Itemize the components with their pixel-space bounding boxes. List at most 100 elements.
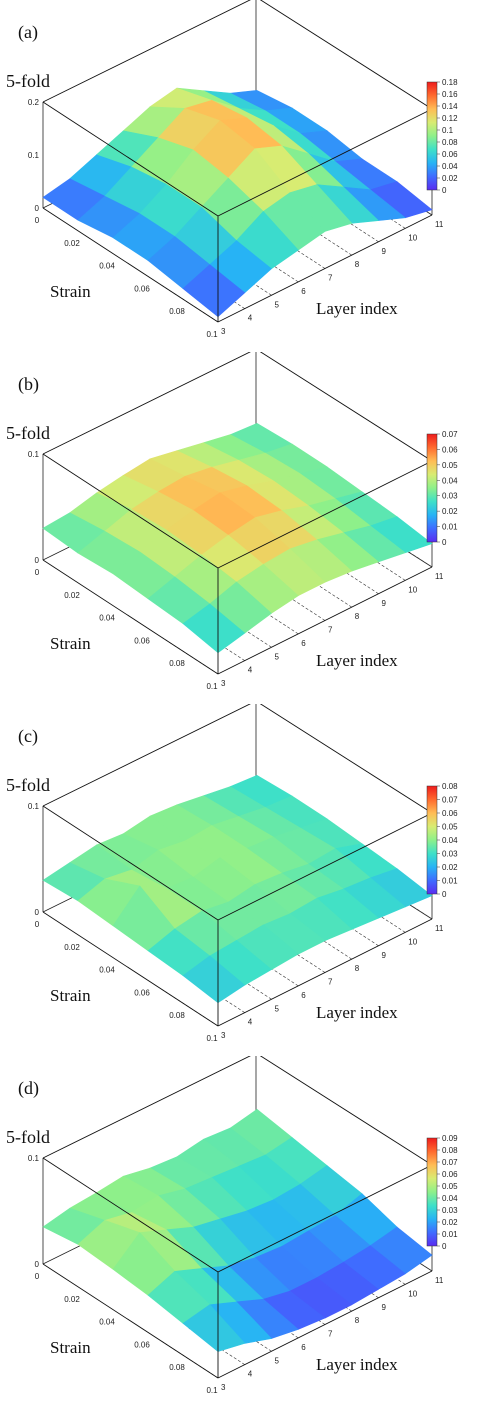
y-tick-label: 6 xyxy=(301,287,306,296)
x-tick-label: 0.08 xyxy=(169,307,185,316)
y-tick-label: 3 xyxy=(221,1383,226,1392)
x-tick-label: 0.04 xyxy=(99,966,115,975)
surface xyxy=(42,1108,433,1352)
colorbar-tick-label: 0 xyxy=(442,538,447,547)
z-tick-label: 0 xyxy=(35,204,40,213)
colorbar xyxy=(426,81,438,191)
x-tick-label: 0.06 xyxy=(134,988,150,997)
y-tick-label: 7 xyxy=(328,274,333,283)
x-tick-label: 0.04 xyxy=(99,262,115,271)
x-tick-label: 0 xyxy=(35,568,40,577)
y-tick-label: 10 xyxy=(408,937,417,946)
colorbar-tick-label: 0.01 xyxy=(442,523,458,532)
box-front-edges xyxy=(42,352,433,675)
colorbar-tick-label: 0.08 xyxy=(442,1146,458,1155)
box-edge xyxy=(42,911,219,1027)
colorbar-tick-label: 0.1 xyxy=(442,126,454,135)
x-tick-label: 0.08 xyxy=(169,659,185,668)
y-tick-label: 5 xyxy=(275,1004,280,1013)
colorbar-tick-label: 0.05 xyxy=(442,823,458,832)
surface-patch xyxy=(182,264,246,318)
box-edge xyxy=(259,1056,433,1166)
y-tick-label: 7 xyxy=(328,978,333,987)
box-edge xyxy=(42,207,219,323)
x-tick-label: 0.02 xyxy=(64,239,80,248)
colorbar-tick-label: 0.05 xyxy=(442,1182,458,1191)
y-tick-label: 3 xyxy=(221,327,226,336)
y-tick-label: 5 xyxy=(275,300,280,309)
surface xyxy=(42,774,433,1004)
box-edge xyxy=(217,918,433,1027)
box-edge xyxy=(42,559,219,675)
x-tick-label: 0.06 xyxy=(134,284,150,293)
surface xyxy=(42,422,433,654)
panel-label: (a) xyxy=(18,22,38,43)
box-edge xyxy=(217,108,433,217)
box-edge xyxy=(217,460,433,569)
y-axis-label: Layer index xyxy=(316,299,398,318)
y-tick-label: 8 xyxy=(355,612,360,621)
x-tick-label: 0.04 xyxy=(99,614,115,623)
colorbar-tick-label: 0.06 xyxy=(442,445,458,454)
colorbar xyxy=(426,785,438,895)
surface xyxy=(42,87,433,318)
x-tick-label: 0.1 xyxy=(206,682,218,691)
y-tick-label: 9 xyxy=(382,1303,387,1312)
colorbar-tick-label: 0.03 xyxy=(442,492,458,501)
box-edge xyxy=(42,1056,251,1159)
x-axis-label: Strain xyxy=(50,1338,91,1357)
x-tick-label: 0 xyxy=(35,920,40,929)
box-front-edges xyxy=(42,0,433,323)
colorbar-tick-label: 0.06 xyxy=(442,150,458,159)
colorbar-tick-label: 0.01 xyxy=(442,1230,458,1239)
box-edge xyxy=(217,214,433,323)
y-tick-label: 4 xyxy=(248,314,253,323)
chart-panel: (a) 5-fold 0 0.1 0.2 0 0.02 0.04 0.06 0.08 0.1 3 4 5 6… xyxy=(0,0,481,342)
box-edge xyxy=(217,566,433,675)
y-tick-label: 3 xyxy=(221,1031,226,1040)
y-tick-label: 10 xyxy=(408,233,417,242)
x-tick-label: 0.1 xyxy=(206,1034,218,1043)
colorbar-tick-label: 0 xyxy=(442,890,447,899)
y-tick-label: 3 xyxy=(221,679,226,688)
colorbar-tick-label: 0.07 xyxy=(442,1158,458,1167)
box-edge xyxy=(42,1157,219,1273)
colorbar-tick-label: 0.08 xyxy=(442,782,458,791)
y-tick-label: 9 xyxy=(382,951,387,960)
colorbar xyxy=(426,1137,438,1247)
colorbar-tick-label: 0.09 xyxy=(442,1134,458,1143)
colorbar-tick-label: 0.08 xyxy=(442,138,458,147)
y-tick-label: 5 xyxy=(275,1356,280,1365)
chart-panel: (c) 5-fold 0 0.1 0 0.02 0.04 0.06 0.08 0.1 3 4 5 6 7 8 9… xyxy=(0,704,481,1046)
y-tick-label: 4 xyxy=(248,1018,253,1027)
colorbar-tick-label: 0.18 xyxy=(442,78,458,87)
y-tick-label: 10 xyxy=(408,585,417,594)
box-edge xyxy=(42,101,219,217)
z-tick-label: 0.1 xyxy=(28,1154,40,1163)
y-tick-label: 7 xyxy=(328,626,333,635)
colorbar-tick-label: 0.01 xyxy=(442,877,458,886)
z-axis-label: 5-fold xyxy=(6,423,50,443)
surface-patch xyxy=(182,603,246,654)
colorbar-tick-label: 0.02 xyxy=(442,1218,458,1227)
x-axis-label: Strain xyxy=(50,634,91,653)
colorbar-tick-label: 0 xyxy=(442,186,447,195)
box-front-edges xyxy=(42,1056,433,1379)
y-tick-label: 9 xyxy=(382,599,387,608)
y-tick-label: 8 xyxy=(355,1316,360,1325)
y-tick-label: 11 xyxy=(435,1276,444,1285)
colorbar-tick-label: 0.04 xyxy=(442,836,458,845)
colorbar-tick-label: 0.04 xyxy=(442,476,458,485)
y-tick-label: 9 xyxy=(382,247,387,256)
y-tick-label: 11 xyxy=(435,572,444,581)
z-tick-label: 0.1 xyxy=(28,151,40,160)
z-tick-label: 0.1 xyxy=(28,802,40,811)
box-edge xyxy=(42,704,251,807)
x-tick-label: 0 xyxy=(35,216,40,225)
z-tick-label: 0.2 xyxy=(28,98,40,107)
x-tick-label: 0.1 xyxy=(206,1386,218,1395)
x-tick-label: 0 xyxy=(35,1272,40,1281)
box-edge xyxy=(42,0,251,103)
